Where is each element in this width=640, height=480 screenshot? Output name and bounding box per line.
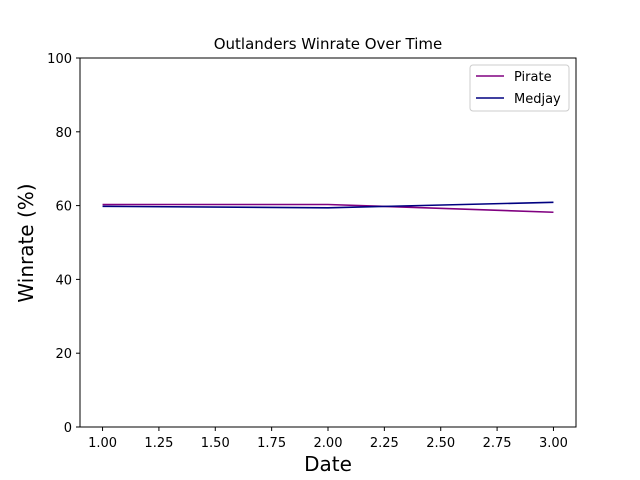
- y-axis-label: Winrate (%): [14, 183, 38, 302]
- plot-area: 1.00 1.25 1.50 1.75 2.00 2.25 2.50 2.75 3.00 0 20 4…: [47, 52, 577, 451]
- x-tick-label: 1.50: [201, 436, 230, 451]
- legend-label-medjay: Medjay: [514, 92, 561, 107]
- chart-title: Outlanders Winrate Over Time: [214, 35, 443, 53]
- x-tick-label: 2.25: [370, 436, 399, 451]
- y-tick-label: 0: [64, 421, 72, 436]
- y-tick-label: 80: [55, 126, 72, 141]
- x-tick-label: 2.50: [426, 436, 455, 451]
- series-line-pirate: [102, 203, 554, 214]
- x-tick-label: 1.00: [88, 436, 117, 451]
- legend-label-pirate: Pirate: [514, 70, 552, 85]
- legend: Pirate Medjay: [469, 64, 570, 112]
- x-tick-label: 2.75: [483, 436, 512, 451]
- x-tick-label: 3.00: [539, 436, 568, 451]
- y-tick-label: 60: [55, 200, 72, 215]
- x-tick-label: 2.00: [314, 436, 343, 451]
- axes-frame: [79, 57, 577, 428]
- y-tick-label: 40: [55, 273, 72, 288]
- y-tick-label: 20: [55, 347, 72, 362]
- x-tick-label: 1.25: [144, 436, 173, 451]
- series-line-medjay: [102, 201, 554, 209]
- x-tick-label: 1.75: [257, 436, 286, 451]
- y-tick-label: 100: [47, 52, 72, 67]
- x-axis-label: Date: [304, 452, 352, 476]
